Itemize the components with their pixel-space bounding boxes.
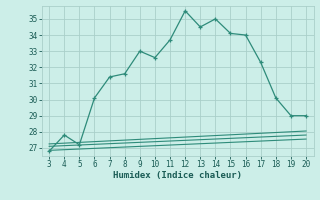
X-axis label: Humidex (Indice chaleur): Humidex (Indice chaleur) bbox=[113, 171, 242, 180]
